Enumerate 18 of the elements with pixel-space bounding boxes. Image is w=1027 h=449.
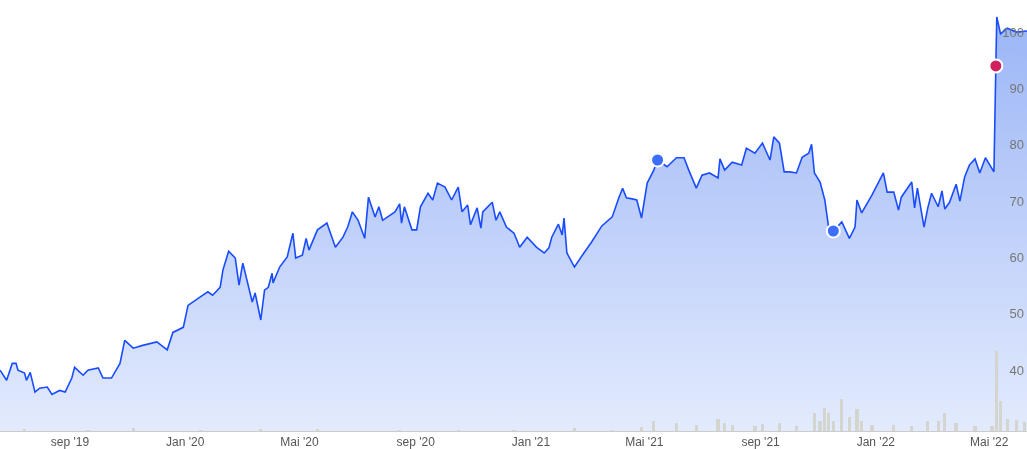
x-tick-label: Jan '22 — [856, 435, 896, 449]
x-tick-label: sep '20 — [396, 435, 436, 449]
x-tick-label: Mai '22 — [970, 435, 1009, 449]
x-tick-label: sep '19 — [50, 435, 90, 449]
y-tick-label: 80 — [1009, 137, 1024, 153]
x-tick-label: Mai '21 — [625, 435, 664, 449]
point — [650, 152, 666, 168]
x-tick-label: Jan '21 — [511, 435, 551, 449]
y-tick-label: 90 — [1009, 81, 1024, 96]
y-tick-label: 50 — [1009, 306, 1024, 322]
x-tick-label: sep '21 — [741, 435, 781, 449]
point — [825, 223, 841, 239]
x-tick-label: Mai '20 — [280, 435, 319, 449]
x-tick-label: Jan '20 — [166, 435, 205, 449]
y-tick-label: 60 — [1009, 250, 1024, 266]
y-tick-label: 40 — [1009, 362, 1024, 378]
y-tick-label: 70 — [1009, 193, 1024, 209]
point — [988, 58, 1004, 74]
